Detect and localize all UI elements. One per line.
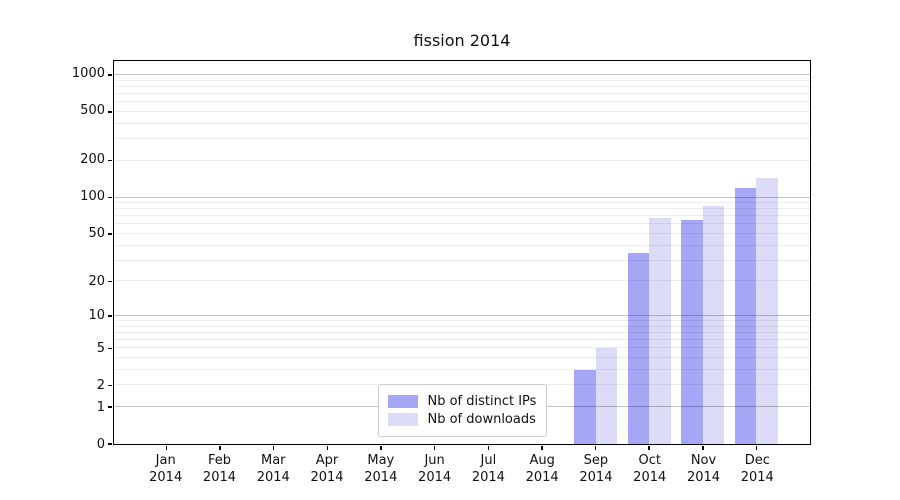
y-tick-label: 5: [96, 340, 105, 356]
gridline-major: [114, 74, 810, 76]
y-tick-label: 10: [88, 308, 105, 324]
gridline-minor: [114, 110, 810, 112]
legend-item: Nb of downloads: [388, 412, 536, 427]
y-tick-mark: [108, 196, 112, 199]
x-tick-label: Apr 2014: [310, 453, 344, 485]
x-tick-mark: [648, 446, 650, 450]
y-tick-label: 500: [80, 103, 105, 119]
y-tick-mark: [108, 160, 112, 162]
legend-swatch: [388, 413, 419, 426]
x-tick-label: Nov 2014: [686, 453, 721, 485]
y-tick-mark: [108, 384, 112, 387]
y-tick-label: 1: [96, 399, 105, 415]
y-tick-mark: [108, 74, 112, 76]
x-tick-label: Jan 2014: [149, 453, 183, 485]
y-tick-label: 20: [88, 273, 105, 289]
bar-nb-of-distinct-ips-nov: [681, 220, 703, 444]
y-axis-labels: 0 1 2 5 10 20 50 100 200 500 1000: [0, 60, 105, 452]
x-tick-mark: [594, 446, 597, 450]
y-tick-label: 100: [80, 189, 105, 205]
y-tick-mark: [108, 347, 112, 350]
x-tick-label: Feb 2014: [202, 453, 237, 485]
x-tick-mark: [273, 446, 275, 450]
x-tick-label: Oct 2014: [633, 453, 667, 485]
y-tick-mark: [108, 443, 112, 445]
x-axis-labels: Jan 2014 Feb 2014 Mar 2014 Apr 2014 May 2014 Jun 20…: [113, 452, 811, 492]
x-tick-mark: [326, 446, 329, 450]
gridline-minor: [114, 79, 810, 81]
bar-nb-of-downloads-nov: [702, 206, 725, 444]
x-tick-mark: [541, 446, 543, 450]
plot-area: Nb of distinct IPs Nb of downloads: [108, 60, 811, 450]
x-tick-label: Mar 2014: [256, 453, 290, 485]
y-tick-label: 2: [96, 378, 105, 394]
gridline-minor: [114, 101, 810, 103]
y-tick-label: 50: [88, 225, 105, 241]
legend-label: Nb of distinct IPs: [427, 394, 537, 409]
x-tick-label: Jul 2014: [471, 453, 505, 485]
bar-nb-of-downloads-dec: [756, 177, 778, 444]
bar-nb-of-downloads-oct: [649, 217, 671, 444]
x-tick-mark: [165, 446, 168, 450]
y-tick-label: 200: [80, 152, 105, 168]
gridline-minor: [114, 159, 810, 161]
gridline-major: [114, 196, 810, 198]
legend-item: Nb of distinct IPs: [388, 394, 536, 409]
y-tick-mark: [108, 111, 112, 113]
y-tick-label: 0: [96, 437, 105, 452]
bar-nb-of-distinct-ips-sep: [574, 369, 596, 444]
bar-nb-of-downloads-sep: [595, 348, 617, 444]
y-tick-label: 1000: [71, 66, 105, 82]
gridline-minor: [114, 122, 810, 124]
y-tick-mark: [108, 315, 112, 317]
y-tick-mark: [108, 233, 112, 235]
bar-nb-of-distinct-ips-oct: [627, 252, 650, 444]
y-tick-mark: [108, 406, 112, 408]
legend-label: Nb of downloads: [427, 412, 536, 427]
x-tick-label: Dec 2014: [740, 453, 774, 485]
x-tick-mark: [433, 446, 436, 450]
x-tick-label: Aug 2014: [525, 453, 559, 485]
gridline-minor: [114, 85, 810, 87]
x-tick-mark: [380, 446, 382, 450]
x-tick-mark: [755, 446, 758, 450]
x-tick-mark: [702, 446, 704, 450]
legend-swatch: [388, 395, 419, 408]
gridline-minor: [114, 138, 810, 140]
bar-nb-of-distinct-ips-dec: [735, 187, 757, 444]
x-tick-mark: [219, 446, 221, 450]
x-tick-label: Sep 2014: [579, 453, 613, 485]
x-tick-label: Jun 2014: [418, 453, 452, 485]
gridline-minor: [114, 202, 810, 204]
x-tick-mark: [487, 446, 489, 450]
legend: Nb of distinct IPs Nb of downloads: [378, 384, 548, 437]
x-tick-label: May 2014: [364, 453, 398, 485]
gridline-minor: [114, 93, 810, 95]
chart-title: fission 2014: [413, 31, 511, 50]
y-tick-mark: [108, 280, 112, 283]
